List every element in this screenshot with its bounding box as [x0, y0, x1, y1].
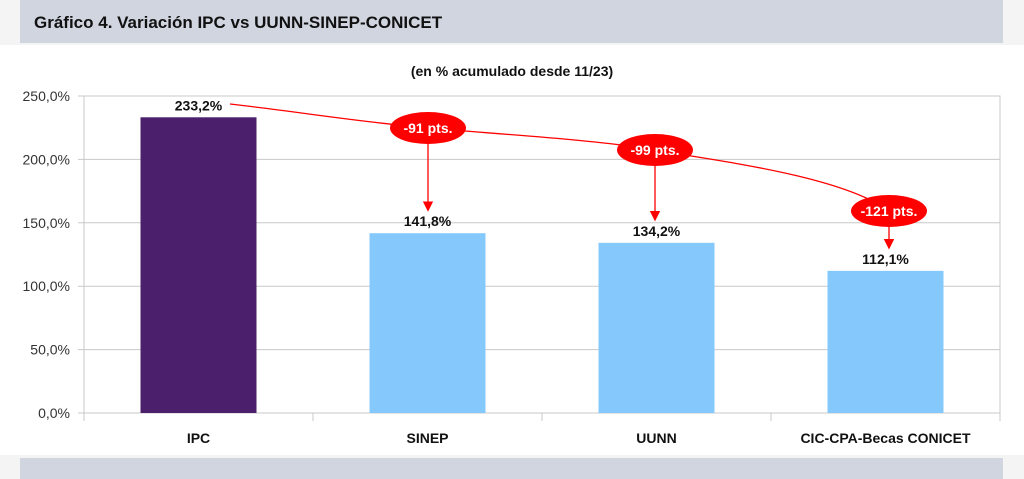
data-label: 112,1% — [862, 251, 909, 267]
y-tick-label: 250,0% — [23, 88, 70, 104]
trend-line — [229, 103, 890, 212]
data-label: 233,2% — [175, 97, 223, 113]
chart-title: (en % acumulado desde 11/23) — [411, 63, 613, 79]
bar-ipc — [140, 117, 257, 413]
gap-label: -121 pts. — [861, 203, 918, 219]
y-tick-label: 150,0% — [23, 215, 70, 231]
gap-label: -99 pts. — [630, 142, 679, 158]
y-tick-label: 50,0% — [30, 342, 70, 358]
x-tick-label: SINEP — [406, 430, 448, 446]
bar-cic-cpa-becas-conicet — [827, 270, 944, 413]
x-tick-label: CIC-CPA-Becas CONICET — [800, 430, 971, 446]
bar-sinep — [369, 233, 486, 413]
x-tick-label: UUNN — [636, 430, 676, 446]
gap-bubble — [851, 195, 927, 227]
y-tick-label: 200,0% — [23, 151, 70, 167]
gap-bubble — [390, 112, 466, 144]
gap-label: -91 pts. — [403, 120, 452, 136]
header-band: Gráfico 4. Variación IPC vs UUNN-SINEP-C… — [20, 0, 1003, 43]
x-tick-label: IPC — [187, 430, 210, 446]
y-tick-label: 0,0% — [38, 405, 70, 421]
footer-band — [20, 458, 1003, 479]
data-label: 134,2% — [633, 223, 681, 239]
bar-uunn — [598, 242, 715, 413]
data-label: 141,8% — [404, 213, 452, 229]
gap-bubble — [617, 134, 693, 166]
y-tick-label: 100,0% — [23, 278, 70, 294]
chart-heading: Gráfico 4. Variación IPC vs UUNN-SINEP-C… — [34, 13, 443, 32]
